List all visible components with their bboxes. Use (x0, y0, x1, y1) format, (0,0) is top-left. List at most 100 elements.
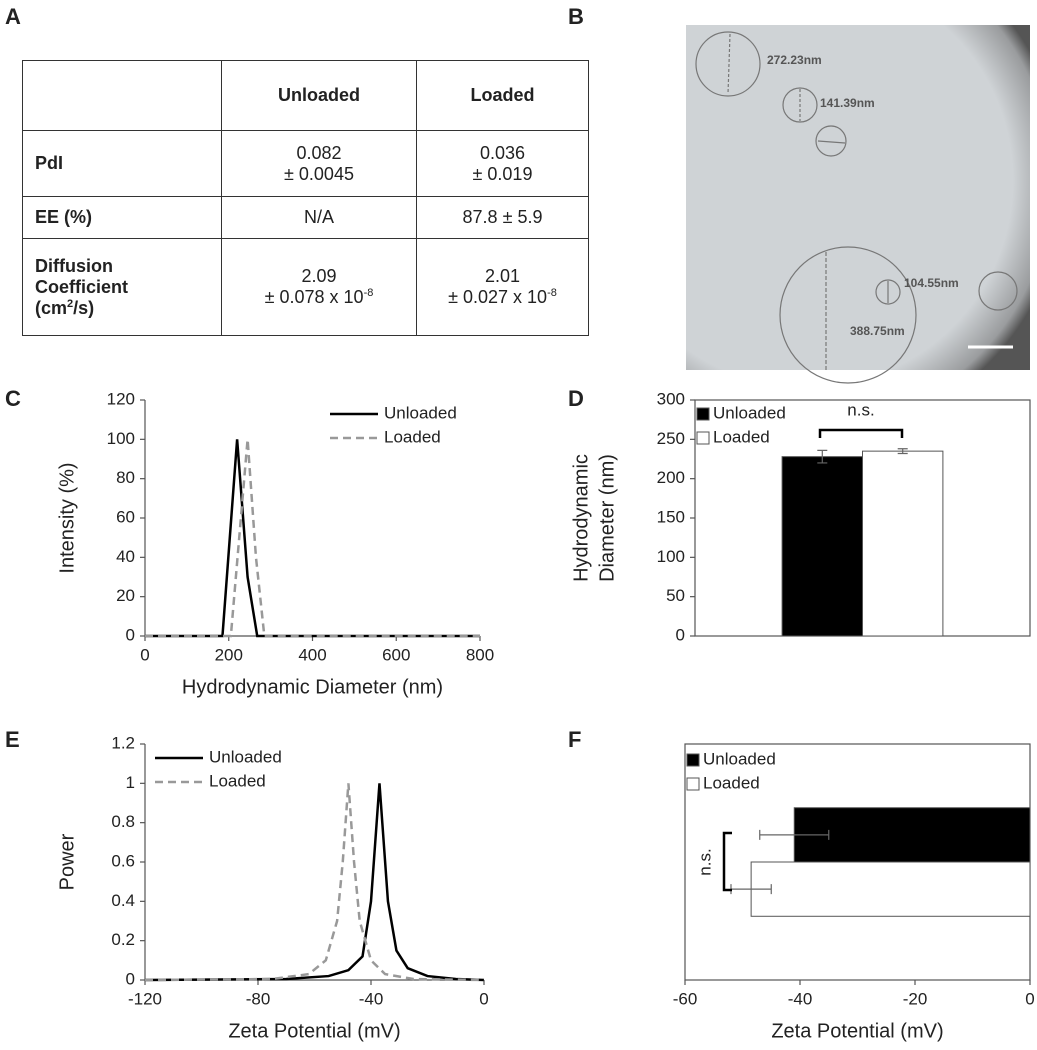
cell-text: ± 0.078 x 10 (264, 287, 364, 307)
bracket (818, 428, 904, 438)
y-tick-label: 0 (126, 625, 135, 644)
row-header: PdI (22, 130, 222, 197)
x-tick-label: -20 (903, 989, 928, 1008)
y-axis-title: Intensity (%) (56, 462, 78, 573)
panel-label: D (568, 386, 584, 411)
x-tick-label: -40 (359, 989, 384, 1008)
cell-text: 0.082 (296, 142, 342, 163)
annotation: n.s. (695, 848, 714, 875)
table-cell: 2.09 ± 0.078 x 10-8 (221, 238, 417, 336)
legend-label: Loaded (703, 773, 760, 792)
cell-line: EE (%) (35, 207, 209, 228)
cell-line: Diffusion (35, 256, 209, 277)
chart: 0 50 100 150 200 250 300 Hydrodynamic Diameter (… (570, 389, 1031, 644)
line (145, 439, 480, 638)
y-tick-label: 50 (666, 586, 685, 605)
y-tick-label: 0.4 (111, 891, 135, 910)
cell-line: ± 0.019 (429, 164, 576, 185)
cell-text: -8 (547, 287, 557, 299)
cell-text: N/A (303, 207, 334, 227)
corner-cell (22, 60, 222, 131)
x-tick-label: 600 (382, 645, 410, 664)
cell-text: 2.09 (301, 266, 337, 286)
cell-text: -8 (363, 287, 374, 299)
cell-line: 87.8 ± 5.9 (429, 207, 576, 228)
line (144, 783, 485, 982)
cell-line: Coefficient (35, 277, 209, 298)
panel-label: F (568, 727, 581, 752)
y-tick-label: 150 (657, 507, 685, 526)
cell-text: ± 0.019 (472, 163, 533, 184)
cell-text: /s) (73, 297, 95, 318)
cell-line: 0.082 (234, 143, 404, 164)
chart: 0 20 40 60 80 100 120 0 200 400 600 800 Hydrodynamic… (56, 389, 494, 698)
y-tick-label: 100 (657, 547, 685, 566)
legend-label: Loaded (384, 427, 441, 446)
bar (750, 861, 1031, 917)
x-tick-label: 0 (479, 989, 488, 1008)
bar (862, 450, 944, 637)
table-cell: 87.8 ± 5.9 (416, 196, 589, 239)
header-row: Unloaded Loaded (22, 60, 589, 131)
annotation: n.s. (847, 400, 874, 419)
bar (793, 807, 1031, 863)
cell-text: Coefficient (35, 276, 129, 297)
size-label: 141.39nm (820, 96, 875, 110)
cell-line: 0.036 (429, 143, 576, 164)
y-tick-label: 300 (657, 389, 685, 408)
legend-label: Loaded (713, 427, 770, 446)
x-tick-label: -40 (788, 989, 813, 1008)
x-tick-label: 800 (466, 645, 494, 664)
cell-line: ± 0.078 x 10-8 (234, 287, 404, 308)
legend-label: Unloaded (703, 749, 776, 768)
cell-text: 87.8 ± 5.9 (462, 207, 543, 227)
column-header-text: Unloaded (277, 85, 360, 105)
line (145, 439, 480, 638)
error-bar (817, 449, 828, 464)
y-tick-label: 60 (116, 507, 135, 526)
size-label: 388.75nm (850, 324, 905, 338)
chart: 0 0.2 0.4 0.6 0.8 1 1.2 -120 -80 -40 0 Zeta Potenti… (56, 733, 488, 1042)
y-tick-label: 100 (107, 429, 135, 448)
y-axis-title: Power (56, 833, 78, 890)
legend-label: Loaded (209, 771, 266, 790)
table-row: Diffusion Coefficient (cm2/s) 2.09 ± 0.078 x… (22, 238, 589, 336)
table: Unloaded Loaded PdI 0.082 ± 0.0045 0.036 ± 0.0… (22, 60, 589, 336)
cell-text: (cm (35, 297, 68, 318)
x-axis-title: Zeta Potential (mV) (228, 1020, 400, 1042)
cell-text: 2.01 (484, 266, 521, 286)
cell-line: 2.09 (234, 266, 404, 287)
legend-label: Unloaded (384, 403, 457, 422)
panel-label: C (5, 386, 21, 411)
micrograph-image (686, 25, 1030, 370)
table-cell: 0.036 ± 0.019 (416, 130, 589, 197)
x-tick-label: -60 (673, 989, 698, 1008)
y-tick-label: 0.8 (111, 812, 135, 831)
column-header: Loaded (416, 60, 589, 131)
cell-line: N/A (234, 207, 404, 228)
y-tick-label: 0.2 (111, 930, 135, 949)
error-bar (897, 448, 908, 455)
bar (781, 456, 863, 637)
cell-text: ± 0.0045 (284, 163, 354, 184)
x-axis-title: Zeta Potential (mV) (771, 1020, 943, 1042)
x-tick-label: 0 (140, 645, 149, 664)
line (144, 783, 485, 982)
cell-line: ± 0.027 x 10-8 (429, 287, 576, 308)
table-cell: 0.082 ± 0.0045 (221, 130, 417, 197)
cell-text: Diffusion (35, 255, 113, 276)
table-row: EE (%) N/A 87.8 ± 5.9 (22, 196, 589, 239)
bracket (722, 831, 732, 892)
x-tick-label: -120 (128, 989, 162, 1008)
size-label: 272.23nm (767, 53, 822, 67)
legend-swatch (686, 753, 700, 767)
column-header-text: Loaded (470, 85, 535, 105)
y-tick-label: 0.6 (111, 851, 135, 870)
panel-label: A (5, 4, 21, 29)
cell-text: PdI (35, 153, 64, 173)
micrograph: 272.23nm 141.39nm 104.55nm 388.75nm (686, 25, 1030, 384)
cell-line: PdI (35, 153, 209, 174)
y-tick-label: 20 (116, 586, 135, 605)
